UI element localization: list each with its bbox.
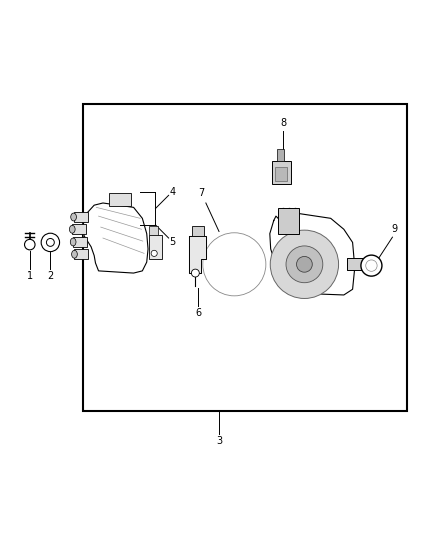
Bar [109, 193, 131, 206]
Text: 1: 1 [27, 271, 33, 281]
Polygon shape [83, 203, 148, 273]
Circle shape [46, 238, 54, 246]
Bar [277, 149, 284, 161]
Ellipse shape [70, 225, 75, 233]
Circle shape [196, 226, 273, 303]
Ellipse shape [70, 238, 76, 246]
Circle shape [191, 269, 199, 277]
Bar [72, 224, 86, 234]
Ellipse shape [71, 213, 76, 221]
Text: 6: 6 [195, 308, 201, 318]
Bar [149, 226, 158, 235]
Circle shape [361, 255, 382, 276]
Circle shape [25, 239, 35, 250]
Bar [192, 226, 204, 236]
Circle shape [203, 233, 266, 296]
Circle shape [41, 233, 60, 252]
Text: 4: 4 [169, 187, 175, 197]
Circle shape [151, 251, 157, 256]
Bar [149, 235, 162, 259]
Bar [74, 249, 88, 259]
Polygon shape [189, 236, 206, 273]
Bar [347, 258, 368, 270]
Bar [272, 161, 291, 184]
Bar [73, 237, 87, 247]
Bar [74, 212, 88, 222]
Text: 7: 7 [198, 188, 205, 198]
Ellipse shape [72, 251, 77, 258]
Polygon shape [270, 212, 355, 295]
Circle shape [366, 260, 377, 271]
Circle shape [297, 256, 312, 272]
Text: 9: 9 [391, 224, 397, 234]
Circle shape [286, 246, 323, 282]
Bar [83, 104, 407, 411]
Bar [278, 208, 299, 233]
Text: 2: 2 [47, 271, 53, 281]
Text: 3: 3 [216, 437, 222, 447]
Text: 5: 5 [169, 237, 175, 247]
Text: 8: 8 [280, 118, 286, 128]
Bar [275, 167, 287, 181]
Circle shape [270, 230, 339, 298]
